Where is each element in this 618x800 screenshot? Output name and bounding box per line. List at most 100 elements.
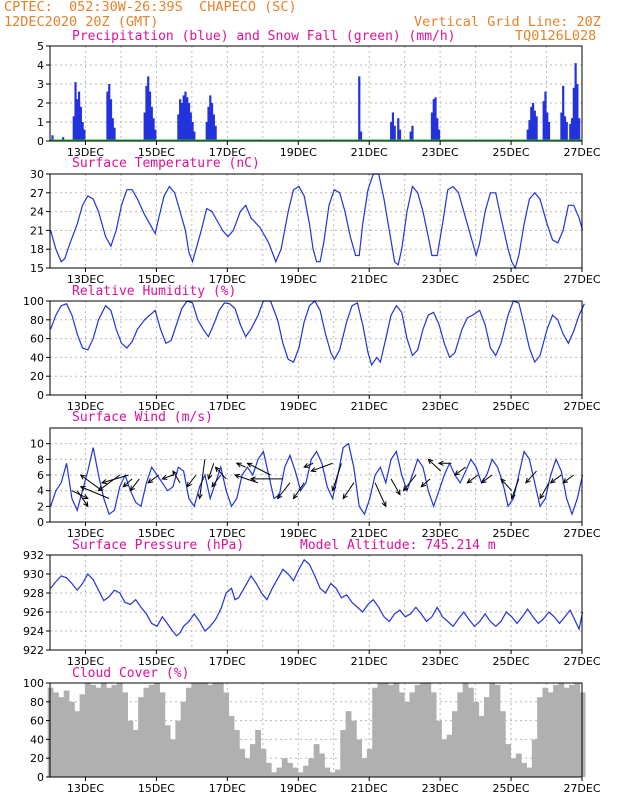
cloud-bar (494, 684, 501, 777)
panel-0: 0 1 2 3 4 5 13DEC 15DEC 17DEC 19DEC 21DEC 23DEC 25DE… (37, 29, 601, 159)
wind-arrow-head (292, 493, 299, 500)
cloud-bar (510, 758, 517, 777)
cloud-bar (74, 711, 81, 777)
cloud-bar (132, 730, 139, 777)
wind-arrow-head (539, 493, 545, 500)
precip-bar (148, 91, 152, 141)
cloud-bar (350, 720, 357, 777)
cloud-bar (569, 684, 575, 777)
precip-bar (147, 76, 150, 141)
panel-frame (49, 45, 583, 142)
y-tick-label: 20 (30, 370, 44, 383)
wind-arrow-head (303, 463, 310, 468)
cloud-bar (420, 683, 426, 777)
x-tick-label: 25DEC (493, 400, 530, 413)
precip-bar (563, 116, 567, 141)
precip-bar (179, 99, 182, 141)
cloud-bar (175, 720, 182, 777)
wind-arrow (420, 478, 431, 488)
panel-2: 0 20 40 60 80 100 13DEC 15DEC 17DEC 19DEC 21DEC 23D… (23, 284, 601, 413)
wind-arrow (403, 474, 417, 491)
cloud-bar (303, 765, 309, 777)
cloud-bar (526, 767, 533, 777)
precip-bar (546, 112, 549, 141)
cloud-bar (388, 684, 394, 777)
cloud-bar (372, 687, 379, 777)
x-tick-label: 15DEC (138, 782, 175, 795)
precip-bar (51, 135, 54, 141)
cloud-bar (255, 730, 261, 777)
wind-arrow (311, 462, 333, 472)
y-tick-label: 80 (30, 314, 44, 327)
x-tick-label: 13DEC (67, 146, 104, 159)
header-datetime: 12DEC2020 20Z (GMT) (4, 14, 159, 30)
cloud-bar (201, 683, 208, 777)
wind-arrow (374, 482, 387, 507)
precip-bar (187, 103, 191, 141)
cloud-bar (308, 758, 315, 777)
wind-arrow (511, 478, 520, 499)
x-tick-label: 27DEC (563, 782, 600, 795)
series-line (50, 442, 584, 517)
y-tick-label: 100 (23, 295, 44, 308)
cloud-bar (138, 697, 144, 777)
precip-bar (411, 125, 414, 141)
wind-arrow-head (310, 467, 317, 473)
precip-bar (430, 112, 434, 141)
x-tick-label: 27DEC (563, 527, 600, 540)
precip-bar (562, 85, 565, 141)
cloud-bar (319, 753, 325, 777)
precip-bar (177, 114, 180, 141)
cloud-bar (467, 687, 474, 777)
wind-arrow-head (186, 481, 192, 488)
precip-bar (184, 91, 187, 141)
x-tick-label: 25DEC (493, 782, 530, 795)
cloud-bar (324, 767, 331, 777)
cloud-bar (542, 687, 549, 777)
series-line (50, 173, 584, 270)
cloud-bar (409, 692, 416, 777)
precip-bar (574, 63, 577, 141)
cloud-bar (393, 683, 400, 777)
wind-arrow-head (500, 478, 506, 484)
cloud-bar (260, 748, 267, 777)
precip-bar (409, 131, 412, 141)
y-tick-label: 928 (23, 587, 44, 600)
cloud-bar (164, 725, 171, 777)
cloud-bar (63, 690, 70, 777)
wind-arrow-head (197, 493, 203, 500)
x-tick-label: 25DEC (493, 146, 530, 159)
wind-arrow-head (122, 481, 129, 488)
precip-bar (434, 97, 437, 141)
x-tick-label: 19DEC (280, 527, 317, 540)
precip-bar (526, 129, 529, 141)
wind-arrow (332, 463, 342, 491)
precip-bar (572, 87, 575, 141)
cloud-bar (207, 684, 214, 777)
cloud-bar (457, 692, 464, 777)
y-tick-label: 8 (37, 453, 44, 466)
wind-arrow-head (235, 462, 242, 468)
x-tick-label: 23DEC (422, 782, 459, 795)
precip-bar (565, 122, 568, 141)
cloud-bar (563, 687, 570, 777)
wind-arrow-head (249, 476, 256, 482)
precip-bar (432, 99, 435, 141)
y-tick-label: 60 (30, 333, 44, 346)
cloud-bar (122, 692, 128, 777)
precip-bar (106, 91, 109, 141)
cloud-bar (191, 683, 198, 777)
cloud-bar (398, 692, 405, 777)
cloud-bar (100, 683, 107, 777)
precip-bar (210, 103, 214, 141)
wind-arrow-head (453, 470, 460, 476)
wind-arrow (390, 478, 401, 495)
cloud-bar (340, 730, 347, 777)
x-tick-label: 17DEC (209, 527, 246, 540)
wind-arrow-head (161, 474, 168, 480)
cloud-bar (356, 739, 363, 777)
precip-bar (189, 112, 192, 141)
wind-arrow-head (207, 473, 213, 481)
wind-arrow (539, 482, 550, 499)
cloud-bar (271, 772, 277, 777)
